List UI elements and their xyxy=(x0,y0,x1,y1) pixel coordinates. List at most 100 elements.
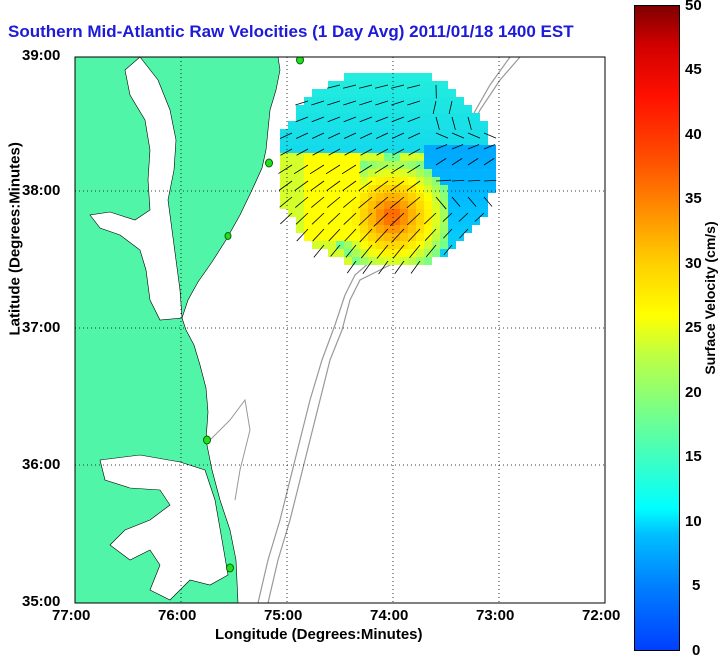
velocity-cell xyxy=(328,81,336,89)
velocity-vector xyxy=(374,164,389,174)
velocity-cell xyxy=(376,129,384,137)
velocity-cell xyxy=(392,249,400,257)
velocity-cell xyxy=(424,257,432,265)
velocity-cell xyxy=(280,161,288,169)
velocity-cell xyxy=(424,89,432,97)
y-tick-label: 36:00 xyxy=(22,456,61,473)
velocity-cell xyxy=(320,89,328,97)
velocity-cell xyxy=(312,177,320,185)
velocity-cell xyxy=(376,121,384,129)
velocity-vector xyxy=(343,116,357,123)
velocity-cell xyxy=(416,185,424,193)
velocity-cell xyxy=(432,249,440,257)
velocity-cell xyxy=(328,193,336,201)
velocity-vector xyxy=(295,196,309,208)
velocity-cell xyxy=(344,209,352,217)
velocity-vector xyxy=(342,180,357,191)
colorbar-tick: 35 xyxy=(685,190,702,207)
velocity-cell xyxy=(424,81,432,89)
velocity-cell xyxy=(408,161,416,169)
velocity-cell xyxy=(440,153,448,161)
velocity-cell xyxy=(312,113,320,121)
velocity-vector xyxy=(373,212,389,227)
velocity-cell xyxy=(408,105,416,113)
velocity-cell xyxy=(424,193,432,201)
velocity-cell xyxy=(296,225,304,233)
velocity-cell xyxy=(456,137,464,145)
velocity-cell xyxy=(408,113,416,121)
velocity-vector xyxy=(391,100,405,106)
velocity-cell xyxy=(384,121,392,129)
velocity-vector xyxy=(467,144,480,150)
velocity-cell xyxy=(336,105,344,113)
velocity-cell xyxy=(360,113,368,121)
velocity-cell xyxy=(408,169,416,177)
velocity-cell xyxy=(376,241,384,249)
velocity-cell xyxy=(344,185,352,193)
velocity-cell xyxy=(392,225,400,233)
velocity-vector xyxy=(295,116,309,123)
velocity-cell xyxy=(448,137,456,145)
velocity-cell xyxy=(408,209,416,217)
velocity-cell xyxy=(456,153,464,161)
velocity-cell xyxy=(456,225,464,233)
velocity-cell xyxy=(360,177,368,185)
velocity-cell xyxy=(288,121,296,129)
velocity-cell xyxy=(368,201,376,209)
velocity-cell xyxy=(360,185,368,193)
velocity-cell xyxy=(384,233,392,241)
velocity-vector xyxy=(358,164,373,174)
velocity-cell xyxy=(360,97,368,105)
velocity-cell xyxy=(368,137,376,145)
velocity-cell xyxy=(368,233,376,241)
velocity-cell xyxy=(464,105,472,113)
velocity-vector xyxy=(375,132,389,139)
x-axis-label: Longitude (Degrees:Minutes) xyxy=(215,626,423,643)
station-marker xyxy=(226,563,234,573)
velocity-cell xyxy=(456,177,464,185)
velocity-cell xyxy=(336,137,344,145)
velocity-vector xyxy=(390,84,405,89)
velocity-cell xyxy=(480,201,488,209)
velocity-cell xyxy=(328,169,336,177)
velocity-cell xyxy=(304,105,312,113)
velocity-vector xyxy=(373,196,389,209)
velocity-vector xyxy=(312,148,325,156)
velocity-vector xyxy=(311,116,325,123)
velocity-vector xyxy=(467,158,479,166)
velocity-cell xyxy=(304,217,312,225)
velocity-cell xyxy=(472,193,480,201)
velocity-cell xyxy=(376,81,384,89)
velocity-cell xyxy=(360,121,368,129)
velocity-cell xyxy=(400,169,408,177)
velocity-vector xyxy=(451,158,463,166)
velocity-cell xyxy=(424,113,432,121)
velocity-cell xyxy=(432,217,440,225)
grid-lines xyxy=(75,57,605,603)
velocity-cell xyxy=(360,193,368,201)
velocity-cell xyxy=(328,201,336,209)
velocity-vector xyxy=(358,196,373,209)
velocity-cell xyxy=(320,185,328,193)
velocity-cell xyxy=(408,145,416,153)
colorbar-tick: 40 xyxy=(685,126,702,143)
velocity-cell xyxy=(408,129,416,137)
velocity-cell xyxy=(408,185,416,193)
velocity-vector xyxy=(345,244,357,258)
velocity-cell xyxy=(296,185,304,193)
pamlico-sound xyxy=(99,454,229,601)
velocity-vector xyxy=(435,179,452,182)
velocity-vector xyxy=(392,148,405,156)
velocity-cell xyxy=(424,225,432,233)
velocity-cell xyxy=(312,241,320,249)
velocity-cell xyxy=(464,137,472,145)
velocity-vectors xyxy=(278,84,497,275)
velocity-cell xyxy=(480,121,488,129)
velocity-cell xyxy=(296,177,304,185)
velocity-vector xyxy=(467,116,472,130)
velocity-cell xyxy=(376,225,384,233)
velocity-vector xyxy=(483,179,497,182)
velocity-cell xyxy=(288,153,296,161)
velocity-cell xyxy=(344,97,352,105)
velocity-cell xyxy=(384,105,392,113)
